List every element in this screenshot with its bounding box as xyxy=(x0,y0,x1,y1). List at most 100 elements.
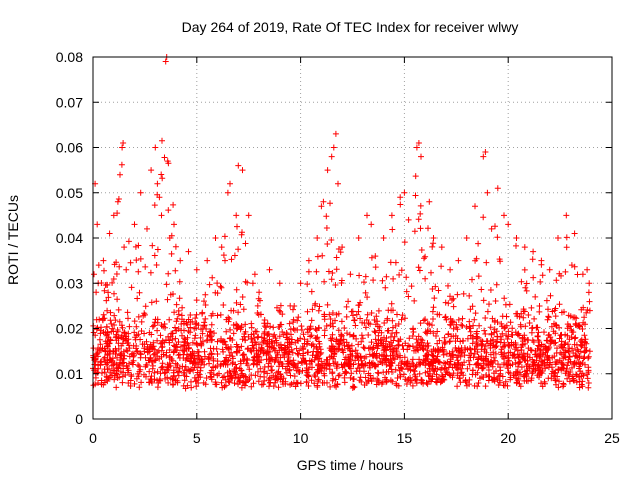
data-point xyxy=(100,257,107,264)
data-point xyxy=(189,360,196,367)
data-point xyxy=(125,315,131,322)
data-point xyxy=(546,266,553,273)
data-point xyxy=(210,363,217,370)
data-point xyxy=(151,357,158,364)
data-point xyxy=(224,189,231,196)
data-point xyxy=(185,328,192,334)
data-point xyxy=(326,362,333,369)
data-point xyxy=(142,263,149,270)
data-point xyxy=(388,359,395,366)
data-point xyxy=(307,333,314,340)
data-point xyxy=(110,348,117,355)
data-point xyxy=(151,202,158,209)
data-point xyxy=(131,221,138,228)
data-point xyxy=(388,339,394,346)
data-point xyxy=(119,144,126,151)
data-point xyxy=(480,214,487,221)
data-point xyxy=(159,137,165,144)
data-point xyxy=(569,373,576,380)
data-point xyxy=(367,321,374,328)
data-point xyxy=(329,310,336,316)
data-point xyxy=(330,360,337,367)
data-point xyxy=(169,336,176,343)
data-point xyxy=(573,371,579,378)
data-point xyxy=(236,377,243,384)
data-point xyxy=(208,351,215,358)
data-point xyxy=(157,377,164,384)
data-point xyxy=(248,348,255,355)
data-point xyxy=(282,365,289,372)
data-point xyxy=(440,351,447,358)
data-point xyxy=(315,307,322,314)
data-point xyxy=(357,315,364,322)
data-point xyxy=(220,302,227,308)
data-point xyxy=(379,379,386,386)
data-point xyxy=(501,339,508,346)
data-point xyxy=(105,375,112,382)
data-point xyxy=(175,307,182,314)
x-tick-label: 0 xyxy=(89,430,97,446)
data-point xyxy=(410,325,417,332)
data-point xyxy=(258,311,264,318)
data-point xyxy=(106,230,113,237)
data-point xyxy=(555,235,561,241)
data-point xyxy=(387,377,394,384)
data-point xyxy=(271,331,278,338)
data-point xyxy=(335,310,342,317)
data-point xyxy=(537,278,544,285)
data-point xyxy=(530,359,537,365)
data-point xyxy=(579,271,586,278)
data-point xyxy=(473,330,480,337)
data-point xyxy=(370,353,377,360)
data-point xyxy=(429,322,435,329)
data-point xyxy=(149,323,156,330)
data-point xyxy=(579,383,586,390)
data-point xyxy=(321,379,328,386)
data-point xyxy=(328,353,335,360)
data-point xyxy=(158,171,165,178)
data-point xyxy=(403,288,410,295)
data-point xyxy=(392,259,399,266)
data-point xyxy=(164,158,171,165)
data-point xyxy=(467,346,474,353)
data-point xyxy=(285,358,292,365)
data-point xyxy=(261,335,268,342)
data-point xyxy=(159,360,166,367)
data-point xyxy=(266,383,272,390)
data-point xyxy=(462,346,469,353)
data-point xyxy=(243,378,249,385)
data-point xyxy=(239,294,246,300)
data-point xyxy=(229,353,236,360)
data-point xyxy=(118,161,125,168)
data-point xyxy=(164,361,171,368)
data-point xyxy=(146,348,153,355)
data-point xyxy=(95,345,102,352)
data-point xyxy=(200,379,207,386)
y-tick-labels: 0 0.01 0.02 0.03 0.04 0.05 0.06 0.07 0.08 xyxy=(56,49,83,427)
data-point xyxy=(110,276,117,282)
data-point xyxy=(274,369,280,376)
data-point xyxy=(319,362,326,368)
data-point xyxy=(329,335,336,342)
data-point xyxy=(208,337,215,344)
data-point xyxy=(321,332,328,339)
data-point xyxy=(442,366,449,372)
y-tick-label: 0.08 xyxy=(56,49,83,65)
data-point xyxy=(351,317,358,323)
data-point xyxy=(533,357,540,364)
data-point xyxy=(341,374,348,381)
data-point xyxy=(313,327,320,334)
data-point xyxy=(487,324,494,331)
data-point xyxy=(111,322,118,328)
data-point xyxy=(110,212,117,219)
data-point xyxy=(357,374,364,381)
data-point xyxy=(251,335,258,341)
x-tick-label: 25 xyxy=(604,430,620,446)
data-point xyxy=(433,371,440,378)
data-point xyxy=(417,210,424,217)
data-point xyxy=(205,355,212,362)
data-point xyxy=(417,225,424,232)
data-point xyxy=(475,240,482,247)
data-point xyxy=(94,221,101,228)
data-point xyxy=(255,333,262,340)
